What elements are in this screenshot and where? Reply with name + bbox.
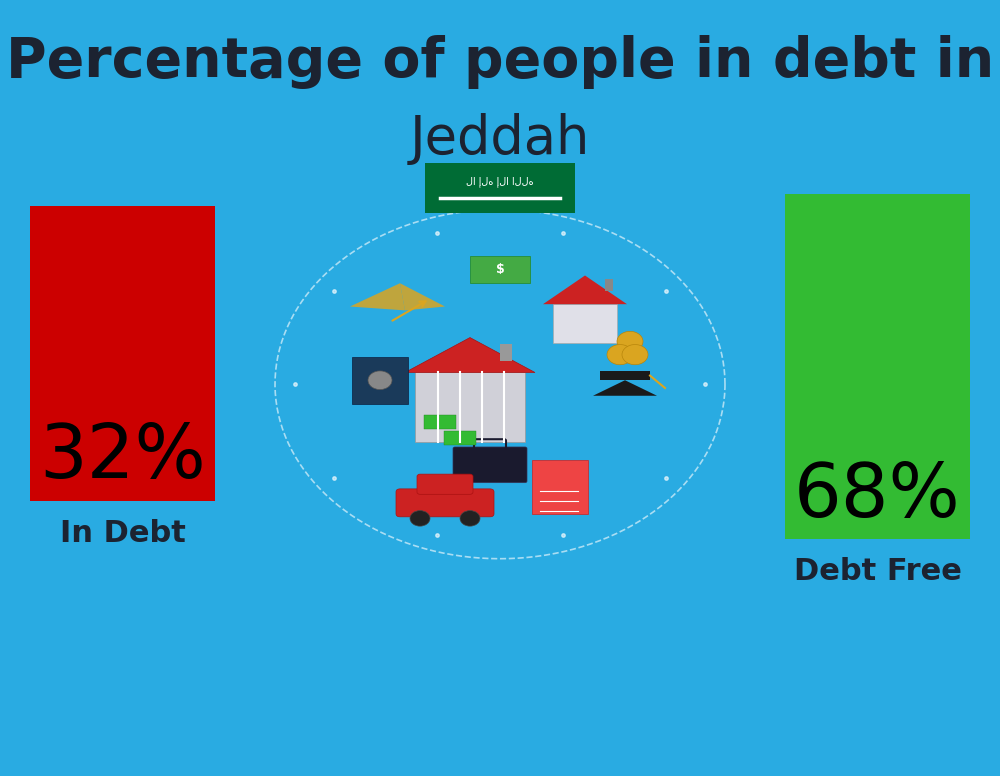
FancyBboxPatch shape bbox=[500, 344, 512, 361]
Polygon shape bbox=[600, 371, 650, 380]
FancyBboxPatch shape bbox=[417, 474, 473, 494]
FancyBboxPatch shape bbox=[605, 279, 613, 291]
FancyBboxPatch shape bbox=[785, 194, 970, 539]
Text: $: $ bbox=[496, 263, 504, 275]
Circle shape bbox=[280, 213, 720, 555]
Polygon shape bbox=[593, 380, 657, 396]
FancyBboxPatch shape bbox=[415, 372, 525, 442]
Circle shape bbox=[607, 345, 633, 365]
Polygon shape bbox=[543, 275, 627, 304]
FancyBboxPatch shape bbox=[352, 357, 408, 404]
Text: لا إله إلا الله: لا إله إلا الله bbox=[466, 177, 534, 188]
FancyBboxPatch shape bbox=[470, 256, 530, 283]
FancyBboxPatch shape bbox=[424, 415, 456, 429]
FancyBboxPatch shape bbox=[444, 431, 476, 445]
Text: In Debt: In Debt bbox=[60, 518, 185, 548]
FancyBboxPatch shape bbox=[553, 304, 617, 343]
FancyBboxPatch shape bbox=[425, 163, 575, 213]
Circle shape bbox=[410, 511, 430, 526]
Circle shape bbox=[460, 511, 480, 526]
Text: 68%: 68% bbox=[794, 460, 961, 533]
FancyBboxPatch shape bbox=[532, 460, 588, 514]
Polygon shape bbox=[350, 283, 405, 310]
Text: Percentage of people in debt in: Percentage of people in debt in bbox=[6, 35, 994, 89]
Circle shape bbox=[368, 371, 392, 390]
Circle shape bbox=[622, 345, 648, 365]
FancyBboxPatch shape bbox=[396, 489, 494, 517]
Circle shape bbox=[617, 331, 643, 352]
Polygon shape bbox=[405, 338, 535, 372]
Text: Jeddah: Jeddah bbox=[410, 113, 590, 165]
FancyBboxPatch shape bbox=[453, 447, 527, 483]
Text: Debt Free: Debt Free bbox=[794, 557, 961, 587]
FancyBboxPatch shape bbox=[30, 206, 215, 501]
Polygon shape bbox=[400, 283, 445, 310]
Text: 32%: 32% bbox=[39, 421, 206, 494]
